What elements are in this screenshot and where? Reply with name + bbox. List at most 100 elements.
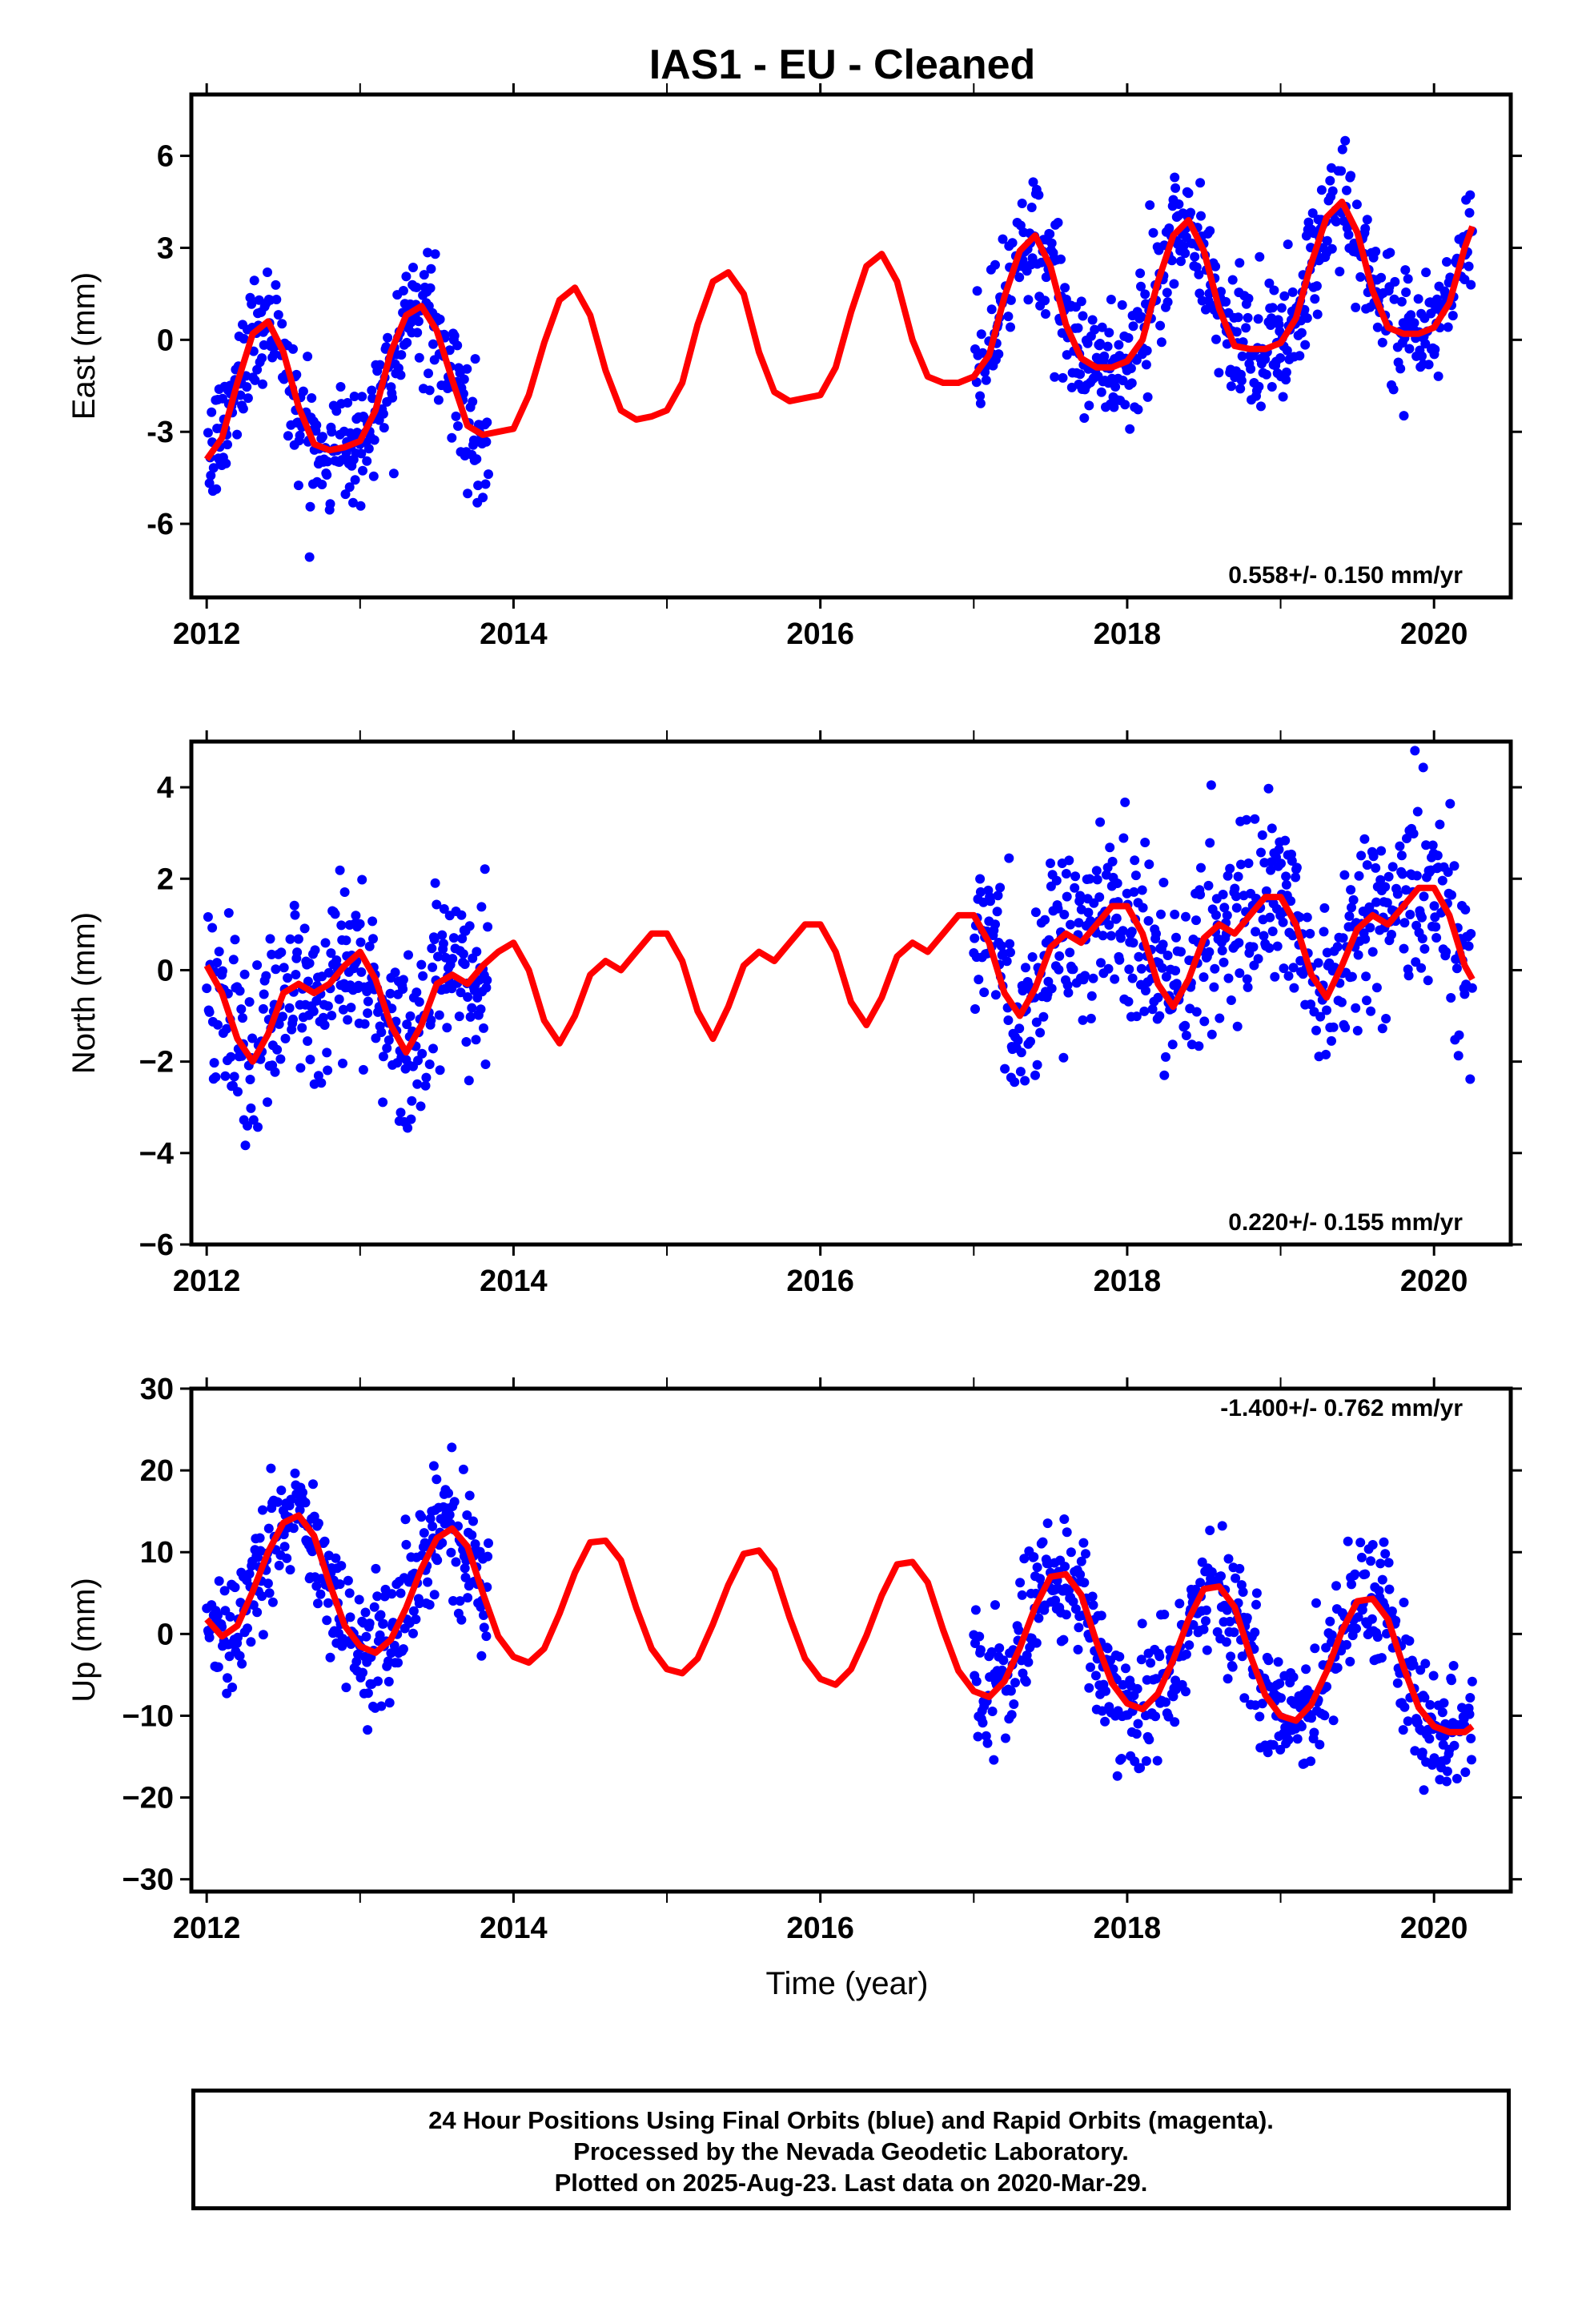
- data-point: [1207, 1029, 1217, 1039]
- data-point: [1421, 840, 1431, 850]
- data-point: [1068, 964, 1078, 975]
- data-point: [1102, 341, 1113, 352]
- data-point: [1227, 275, 1238, 285]
- data-point: [1128, 938, 1138, 948]
- data-point: [396, 350, 407, 360]
- up-rate: -1.400+/- 0.762 mm/yr: [1220, 1395, 1463, 1421]
- data-point: [1236, 376, 1247, 386]
- data-point: [368, 471, 379, 481]
- data-point: [1211, 261, 1221, 271]
- x-tick-label: 2014: [480, 617, 548, 651]
- data-point: [482, 975, 492, 985]
- data-point: [1050, 372, 1060, 382]
- data-point: [1306, 1756, 1316, 1767]
- data-point: [1210, 963, 1220, 974]
- data-point: [1366, 1556, 1376, 1566]
- data-point: [464, 1076, 474, 1086]
- data-point: [1300, 340, 1311, 350]
- data-point: [1235, 384, 1246, 394]
- x-tick-label: 2018: [1094, 1912, 1162, 1945]
- data-point: [204, 1007, 215, 1017]
- data-point: [1408, 1659, 1419, 1670]
- data-point: [1135, 268, 1146, 279]
- data-point: [1023, 295, 1034, 305]
- x-tick-label: 2020: [1400, 1912, 1468, 1945]
- data-point: [419, 270, 429, 280]
- data-point: [1006, 322, 1015, 332]
- up-points: [202, 1442, 1477, 1795]
- data-point: [1226, 1651, 1236, 1662]
- data-point: [1279, 291, 1290, 301]
- data-point: [1046, 238, 1057, 248]
- data-point: [1311, 1025, 1321, 1035]
- data-point: [1140, 289, 1150, 300]
- data-point: [1217, 946, 1227, 955]
- x-tick-label: 2020: [1400, 1265, 1468, 1298]
- data-point: [465, 1011, 476, 1022]
- data-point: [1243, 858, 1254, 868]
- y-tick-label: 10: [140, 1536, 174, 1570]
- y-tick-label: -3: [147, 416, 174, 449]
- data-point: [1114, 955, 1125, 965]
- data-point: [1195, 890, 1206, 900]
- data-point: [1423, 360, 1434, 370]
- data-point: [1150, 1711, 1161, 1722]
- data-point: [1236, 859, 1246, 870]
- data-point: [1101, 1686, 1110, 1696]
- data-point: [421, 1072, 432, 1083]
- data-point: [1465, 1693, 1476, 1703]
- data-point: [271, 279, 281, 290]
- panel-east: 2012 2014 2016 2018 2020 6 3 0 -3 -6 East (mm) 0…: [66, 83, 1522, 651]
- data-point: [416, 1512, 427, 1522]
- data-point: [1366, 1006, 1376, 1016]
- data-point: [446, 1547, 456, 1558]
- x-tick-label: 2012: [173, 1912, 241, 1945]
- data-point: [1325, 1616, 1335, 1626]
- data-point: [310, 945, 320, 955]
- data-point: [1449, 1740, 1460, 1751]
- data-point: [263, 1523, 274, 1534]
- data-point: [1419, 943, 1430, 954]
- data-point: [453, 421, 463, 431]
- data-point: [263, 267, 272, 277]
- data-point: [1446, 993, 1456, 1003]
- data-point: [472, 454, 482, 464]
- data-point: [252, 1607, 263, 1618]
- data-point: [387, 392, 398, 403]
- data-point: [406, 1114, 416, 1124]
- data-point: [448, 1596, 458, 1606]
- data-point: [1418, 762, 1428, 773]
- data-point: [1226, 381, 1236, 392]
- y-tick-label: 0: [157, 954, 174, 987]
- data-point: [1021, 963, 1030, 973]
- data-point: [467, 1530, 477, 1540]
- data-point: [1364, 902, 1375, 912]
- data-point: [1158, 878, 1169, 887]
- data-point: [388, 468, 399, 479]
- data-point: [1095, 339, 1106, 348]
- data-point: [998, 1655, 1009, 1666]
- data-point: [1431, 922, 1441, 932]
- data-point: [1253, 954, 1263, 964]
- data-point: [1180, 248, 1191, 259]
- data-point: [1155, 320, 1166, 331]
- data-point: [1362, 995, 1371, 1006]
- data-point: [356, 967, 367, 977]
- data-point: [222, 1688, 232, 1699]
- data-point: [1419, 1692, 1430, 1703]
- data-point: [484, 1538, 493, 1548]
- data-point: [1026, 1036, 1035, 1047]
- data-point: [315, 1589, 326, 1599]
- data-point: [458, 1464, 468, 1474]
- data-point: [1085, 874, 1095, 884]
- data-point: [1191, 1007, 1202, 1017]
- data-point: [1188, 1620, 1199, 1630]
- data-point: [1176, 947, 1186, 957]
- data-point: [449, 331, 460, 341]
- data-point: [322, 1047, 332, 1058]
- data-point: [1238, 1587, 1248, 1597]
- data-point: [1416, 963, 1427, 973]
- data-point: [1399, 1598, 1409, 1607]
- data-point: [1310, 1643, 1320, 1654]
- data-point: [1059, 910, 1070, 919]
